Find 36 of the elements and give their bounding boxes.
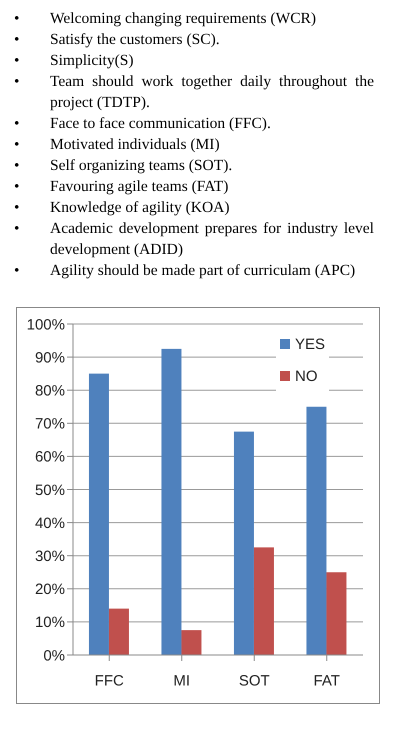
legend-label: YES bbox=[276, 328, 329, 360]
x-tick-label: FAT bbox=[314, 672, 340, 690]
text: • Self organizing teams (SOT). bbox=[14, 157, 232, 174]
y-tick-label: 40% bbox=[34, 514, 65, 532]
text: • Knowledge of agility (KOA) bbox=[14, 199, 230, 216]
text: • Satisfy the customers (SC). bbox=[14, 31, 220, 48]
y-tick-label: 50% bbox=[34, 482, 65, 499]
text: • Agility should be made part of curriculam (APC) bbox=[14, 262, 356, 279]
bar bbox=[161, 348, 182, 655]
bar bbox=[234, 432, 254, 655]
bar bbox=[181, 630, 202, 655]
text: • Motivated individuals (MI) bbox=[14, 136, 220, 153]
y-tick-label: 0% bbox=[43, 647, 65, 664]
y-tick-label: 100% bbox=[26, 316, 65, 334]
text: • Academic development prepares for industry level development (ADID) bbox=[14, 220, 374, 258]
text: • Simplicity(S) bbox=[14, 52, 134, 69]
text: • Team should work together daily throughout the project (TDTP). bbox=[14, 73, 374, 111]
y-tick-label: 10% bbox=[34, 614, 65, 632]
bar bbox=[326, 572, 346, 655]
x-tick-label: FFC bbox=[94, 672, 124, 690]
y-tick-label: 80% bbox=[34, 382, 65, 400]
text: • Face to face communication (FFC). bbox=[14, 115, 271, 132]
y-tick-label: 70% bbox=[34, 416, 65, 433]
text: • Welcoming changing requirements (WCR) bbox=[14, 10, 316, 27]
text: • Favouring agile teams (FAT) bbox=[14, 178, 228, 195]
bar bbox=[306, 406, 326, 655]
bar bbox=[108, 608, 129, 655]
y-tick-label: 90% bbox=[34, 349, 65, 366]
bar bbox=[254, 547, 274, 655]
x-tick-label: MI bbox=[173, 672, 190, 690]
y-tick-label: 60% bbox=[34, 448, 65, 466]
legend-label: NO bbox=[276, 360, 329, 392]
bar bbox=[88, 374, 109, 655]
y-tick-label: 20% bbox=[34, 581, 65, 598]
x-tick-label: SOT bbox=[238, 672, 270, 690]
y-tick-label: 30% bbox=[34, 548, 65, 566]
